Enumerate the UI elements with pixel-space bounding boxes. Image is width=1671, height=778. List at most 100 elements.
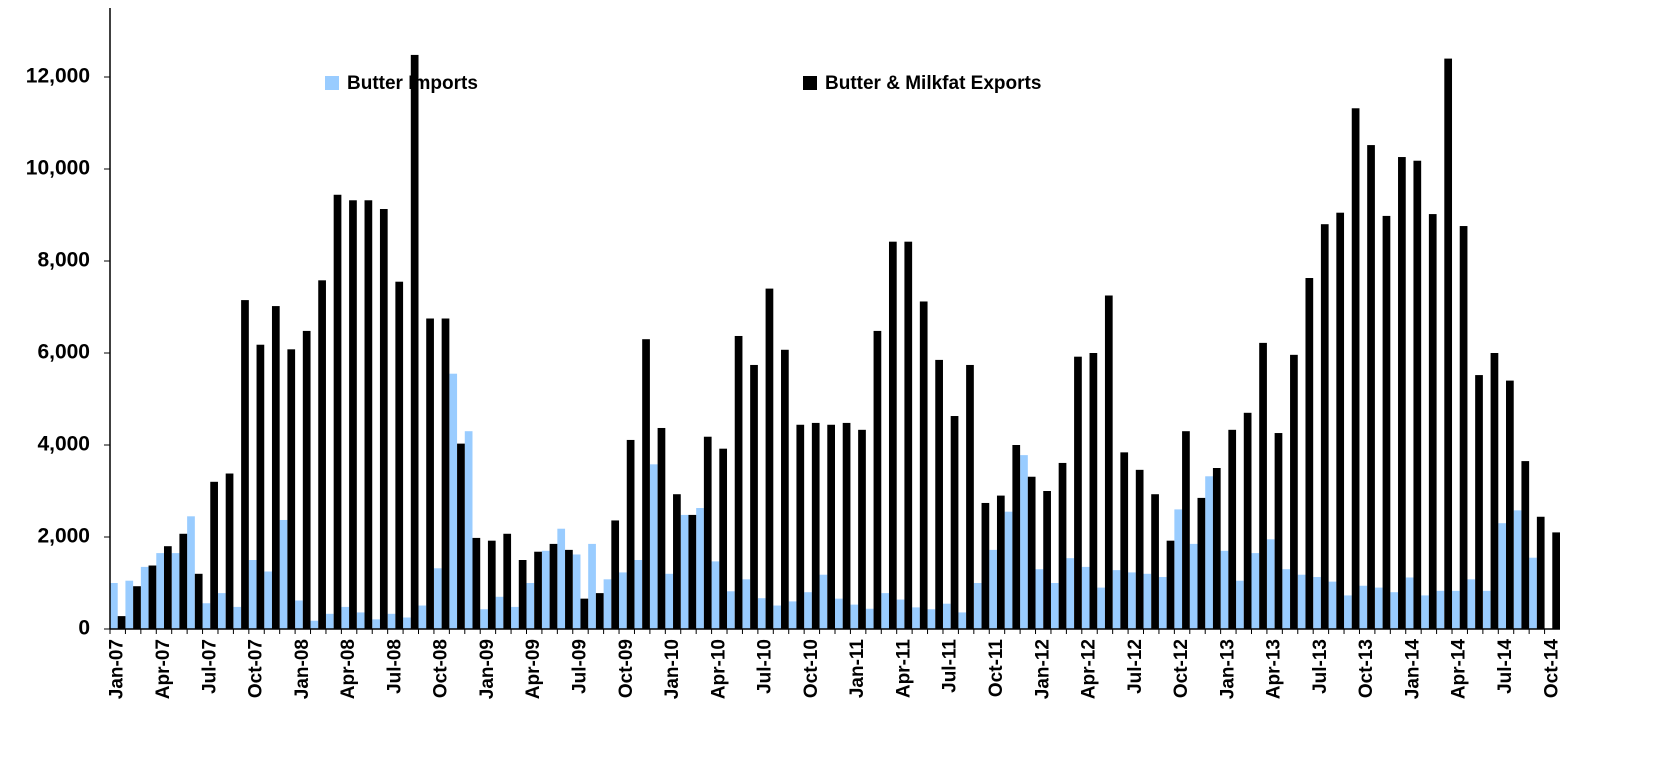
x-tick-label: Oct-13: [1356, 639, 1377, 698]
bar: [426, 318, 434, 629]
bar: [1320, 224, 1329, 629]
bar: [981, 502, 990, 629]
bar: [711, 561, 720, 629]
bar: [534, 551, 542, 629]
x-tick-label: Jul-12: [1125, 639, 1146, 694]
bar: [310, 620, 319, 629]
bar: [881, 593, 889, 629]
x-tick-label: Oct-11: [986, 639, 1007, 698]
bar: [1166, 540, 1175, 629]
bar: [1374, 587, 1383, 629]
bar: [595, 593, 604, 629]
x-tick-label: Apr-14: [1449, 639, 1470, 700]
bar: [1398, 157, 1406, 630]
y-tick-label: 12,000: [26, 65, 90, 88]
bar: [1359, 585, 1368, 629]
bar: [1305, 278, 1314, 629]
bar: [379, 209, 388, 629]
bar: [919, 301, 928, 629]
bar: [927, 609, 936, 629]
bar: [1251, 553, 1260, 629]
bar: [372, 619, 380, 629]
bar: [1328, 581, 1337, 629]
x-tick-label: Apr-13: [1264, 639, 1285, 699]
bar: [1020, 455, 1028, 629]
bar: [156, 553, 164, 629]
x-tick-label: Apr-10: [708, 639, 729, 699]
bar: [1367, 145, 1375, 629]
bar: [1236, 580, 1244, 629]
bar: [356, 612, 365, 629]
bar: [896, 599, 905, 629]
bar: [657, 427, 666, 629]
bar: [318, 280, 326, 629]
bar: [1459, 226, 1468, 630]
bar: [1382, 215, 1391, 630]
bar: [395, 281, 404, 629]
bar: [642, 339, 650, 629]
y-tick-label: 10,000: [26, 157, 90, 180]
bar: [819, 574, 828, 629]
bar: [341, 606, 350, 629]
bar: [202, 603, 211, 629]
bar: [1012, 445, 1021, 629]
bar: [1143, 573, 1152, 629]
bar: [1344, 595, 1352, 629]
bar: [110, 583, 118, 629]
bar: [1228, 429, 1237, 629]
x-tick-label: Jan-11: [847, 639, 868, 699]
bar: [133, 586, 141, 629]
bar: [996, 495, 1005, 629]
bar: [1058, 462, 1067, 629]
bar: [441, 318, 450, 629]
bar: [1405, 577, 1414, 629]
bar: [1135, 469, 1144, 629]
bar: [526, 583, 535, 629]
bar: [611, 520, 620, 629]
bar: [719, 448, 728, 629]
bar: [148, 565, 157, 629]
bar: [1205, 476, 1213, 629]
bar: [696, 508, 704, 629]
bar: [387, 613, 396, 629]
bar: [518, 560, 527, 629]
bar: [1112, 570, 1121, 629]
x-tick-label: Oct-14: [1541, 639, 1562, 699]
bar: [796, 424, 805, 629]
bar: [1097, 587, 1105, 629]
bar: [673, 494, 681, 629]
bar: [302, 330, 311, 629]
bar: [1482, 590, 1491, 629]
bar: [464, 431, 473, 629]
bar: [989, 549, 997, 629]
bar: [1151, 494, 1159, 629]
bar: [865, 608, 874, 629]
x-tick-label: Oct-10: [801, 639, 822, 698]
bar: [333, 194, 342, 629]
bar: [418, 605, 427, 629]
bar: [225, 473, 234, 629]
bar: [1552, 532, 1560, 629]
bar: [781, 349, 789, 629]
bar: [1290, 354, 1298, 629]
bar: [1313, 577, 1321, 629]
bar: [773, 605, 782, 629]
bar: [511, 606, 519, 629]
bar: [1390, 592, 1399, 629]
x-tick-label: Jul-09: [569, 639, 590, 694]
bar: [217, 593, 226, 629]
bar: [503, 533, 512, 629]
bar: [649, 464, 658, 629]
bar: [495, 596, 504, 629]
bar: [842, 422, 851, 629]
x-tick-label: Jan-08: [292, 639, 313, 699]
bar: [966, 364, 974, 629]
x-tick-label: Jan-09: [477, 639, 498, 699]
bar: [603, 579, 612, 629]
bar: [125, 580, 134, 629]
bar: [210, 481, 218, 629]
bar: [256, 344, 265, 629]
x-tick-label: Jan-07: [107, 639, 128, 699]
bar: [1174, 509, 1183, 629]
bar: [850, 604, 859, 629]
